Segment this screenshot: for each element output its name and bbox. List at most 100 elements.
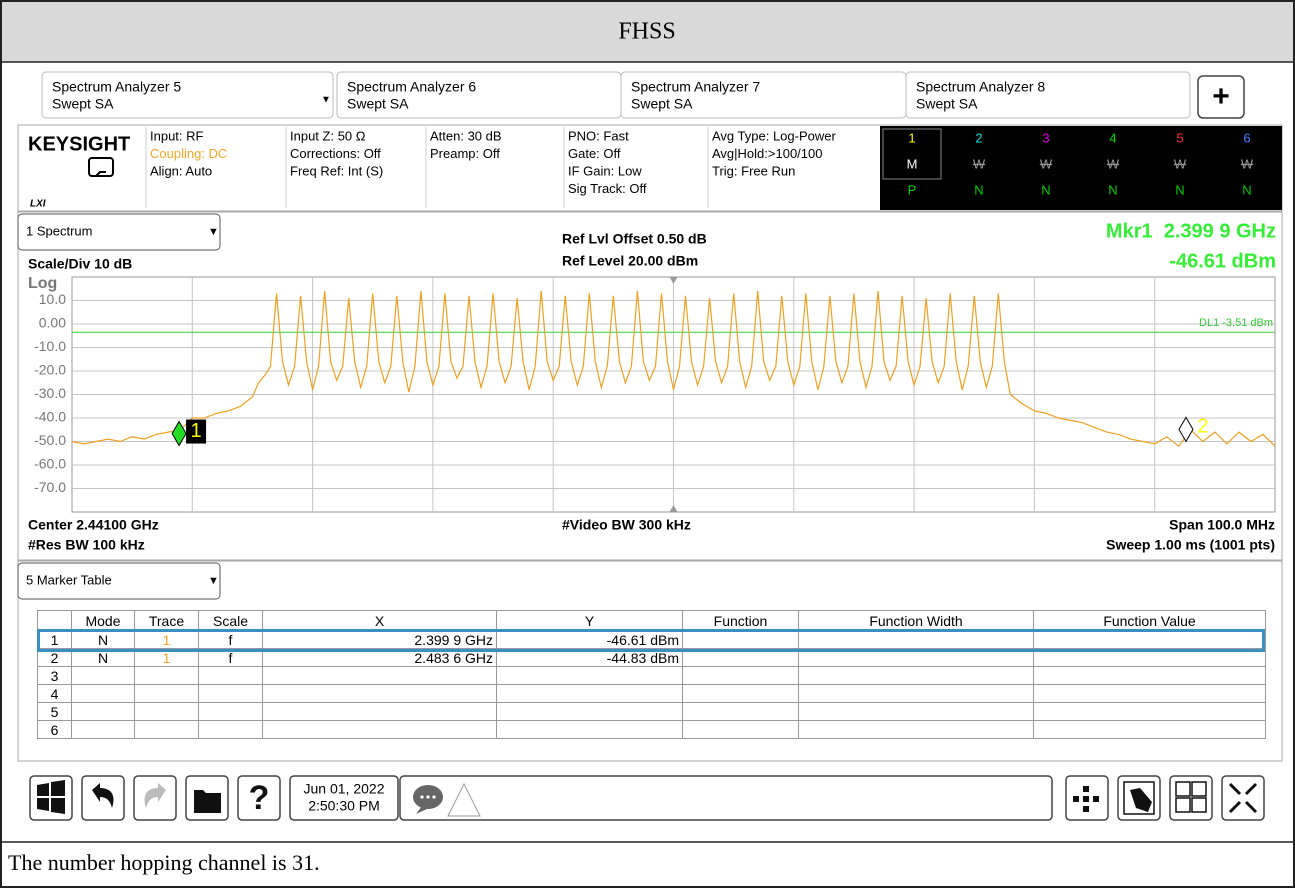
table-cell xyxy=(496,720,683,739)
tab[interactable] xyxy=(905,71,1191,119)
trace-panel xyxy=(880,126,1282,210)
display-line-label: DL1 -3.51 dBm xyxy=(1199,317,1273,329)
table-cell xyxy=(262,720,497,739)
table-cell: 2.399 9 GHz xyxy=(262,630,497,649)
res-bw: #Res BW 100 kHz xyxy=(28,537,145,553)
tab-mode: Swept SA xyxy=(52,96,114,112)
trace-detector: N xyxy=(1175,182,1184,197)
status-bar xyxy=(399,775,1053,821)
table-cell xyxy=(798,630,1034,649)
table-cell xyxy=(682,648,799,667)
table-cell xyxy=(134,684,199,703)
tab-mode: Swept SA xyxy=(631,96,693,112)
tab-name: Spectrum Analyzer 7 xyxy=(631,79,760,95)
y-tick-label: -60.0 xyxy=(34,456,66,472)
span: Span 100.0 MHz xyxy=(1169,517,1275,533)
header-cell: Function Value xyxy=(1033,610,1266,631)
table-cell xyxy=(682,666,799,685)
table-cell xyxy=(496,702,683,721)
redo-icon xyxy=(144,783,166,808)
info-text: Sig Track: Off xyxy=(568,181,647,196)
table-cell: 5 xyxy=(37,702,72,721)
help-icon: ? xyxy=(249,779,270,817)
table-cell xyxy=(134,666,199,685)
local-icon[interactable] xyxy=(88,157,114,177)
table-cell: 2.483 6 GHz xyxy=(262,648,497,667)
touch-icon xyxy=(1130,788,1152,812)
toolbar-icons: ? xyxy=(37,779,1258,817)
table-cell: -44.83 dBm xyxy=(496,648,683,667)
dropdown-arrow: ▼ xyxy=(208,575,219,587)
ref-level: Ref Level 20.00 dBm xyxy=(562,253,698,269)
trace xyxy=(71,291,1276,448)
undo-button[interactable] xyxy=(81,775,125,821)
ref-offset: Ref Lvl Offset 0.50 dB xyxy=(562,231,707,247)
marker-label: 1 xyxy=(191,420,202,442)
table-cell xyxy=(71,666,135,685)
info-text: PNO: Fast xyxy=(568,128,629,143)
trace-type: W xyxy=(1040,156,1053,171)
table-cell xyxy=(682,684,799,703)
table-cell xyxy=(71,684,135,703)
window-dropdown[interactable] xyxy=(17,213,221,251)
header-cell: Function Width xyxy=(798,610,1034,631)
add-tab-label: + xyxy=(1212,80,1230,113)
chat-tail xyxy=(416,806,427,814)
header-cell: Trace xyxy=(134,610,199,631)
brand: KEYSIGHT xyxy=(28,133,130,155)
table-row: 5 xyxy=(37,702,1266,721)
y-tick-label: -70.0 xyxy=(34,479,66,495)
table-row: 1 N 1 f 2.399 9 GHz -46.61 dBm xyxy=(37,630,1266,649)
redo-button[interactable] xyxy=(133,775,177,821)
header-cell: X xyxy=(262,610,497,631)
info-text: Gate: Off xyxy=(568,146,621,161)
dropdown-arrow: ▼ xyxy=(208,226,219,238)
multi-view-icon xyxy=(1175,781,1207,813)
y-tick-label: -20.0 xyxy=(34,362,66,378)
add-tab-button[interactable] xyxy=(1197,75,1245,119)
table-cell: 1 xyxy=(134,648,199,667)
info-text: Coupling: DC xyxy=(150,146,227,161)
help-button[interactable] xyxy=(237,775,281,821)
zoom-button[interactable] xyxy=(1221,775,1265,821)
table-cell xyxy=(682,720,799,739)
center-freq: Center 2.44100 GHz xyxy=(28,517,159,533)
table-cell xyxy=(71,702,135,721)
zoom-icon xyxy=(1228,782,1258,814)
table-cell xyxy=(496,684,683,703)
table-cell xyxy=(198,684,263,703)
trace-detector: N xyxy=(1242,182,1251,197)
table-cell xyxy=(682,702,799,721)
info-text: Avg Type: Log-Power xyxy=(712,128,836,143)
table-cell xyxy=(134,720,199,739)
table-cell: 6 xyxy=(37,720,72,739)
header-cell: Function xyxy=(682,610,799,631)
table-cell xyxy=(198,702,263,721)
table-dropdown[interactable] xyxy=(17,562,221,600)
table-cell xyxy=(798,648,1034,667)
title-bar xyxy=(2,2,1293,62)
windows-icon xyxy=(37,780,65,814)
table-row: 4 xyxy=(37,684,1266,703)
ref-marker-top xyxy=(669,277,678,284)
clock-date: Jun 01, 2022 xyxy=(304,781,385,797)
trace-number: 4 xyxy=(1109,130,1116,145)
header-row: Mode Trace Scale X Y Function Function Width Fu… xyxy=(37,610,1266,631)
table-cell: f xyxy=(198,630,263,649)
table-cell: f xyxy=(198,648,263,667)
marker xyxy=(1178,416,1194,443)
undo-icon xyxy=(92,783,114,808)
tab-name: Spectrum Analyzer 6 xyxy=(347,79,476,95)
tab[interactable] xyxy=(41,71,334,119)
trace-number: 5 xyxy=(1176,130,1183,145)
table-name: 5 Marker Table xyxy=(26,572,112,587)
multi-view-button[interactable] xyxy=(1169,775,1213,821)
header-cell: Y xyxy=(496,610,683,631)
marker-label: 2 xyxy=(1197,416,1208,438)
table-cell xyxy=(798,720,1034,739)
y-tick-label: -10.0 xyxy=(34,338,66,354)
trace-number: 3 xyxy=(1042,130,1049,145)
trace-number: 1 xyxy=(908,130,915,145)
